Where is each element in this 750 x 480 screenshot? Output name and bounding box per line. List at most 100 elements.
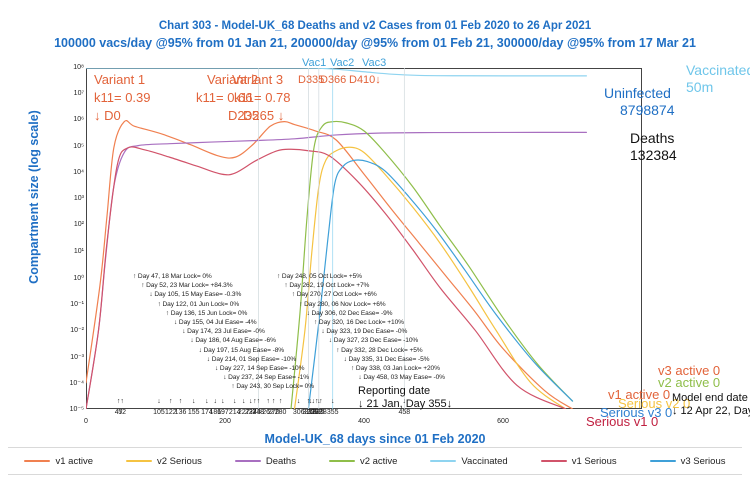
y-axis-ticks: 10⁸ 10⁷ 10⁶ 10⁵ 10⁴ 10³ 10² 10¹ 10⁰ 10⁻¹ 10⁻² 10⁻³ 1…	[58, 60, 85, 420]
series-line-v2-serious	[293, 146, 567, 409]
event-annotation: ↓ Day 327, 23 Dec Ease= -10%	[328, 337, 419, 345]
event-annotation: ↑ Day 320, 16 Dec Lock= +10%	[314, 319, 404, 326]
x-event-day-label: 197	[217, 409, 229, 416]
x-tick-label: 0	[84, 418, 88, 425]
event-annotation: ↓ Day 323, 19 Dec Ease= -0%	[321, 328, 408, 336]
event-annotation: ↓ Day 214, 01 Sep Ease= -10%	[206, 355, 297, 363]
series-line-v3-serious	[307, 159, 574, 409]
v2-active-value: v2 active 0	[658, 375, 721, 390]
chart-legend: v1 active v2 Serious Deaths v2 active Vaccin…	[8, 447, 742, 475]
x-event-arrow: ↑	[120, 398, 124, 405]
legend-swatch	[125, 460, 152, 462]
x-event-arrow: ↓	[308, 398, 313, 405]
event-annotation: ↑ Day 47, 18 Mar Lock= 0%	[133, 273, 212, 280]
x-event-day-label: 280	[274, 409, 287, 416]
vac-1-label: Vac1	[302, 57, 327, 69]
x-event-day-label: 237	[244, 409, 257, 416]
legend-item[interactable]: v3 Serious	[649, 456, 725, 467]
event-annotation: ↓ Day 105, 15 May Ease= -0.3%	[149, 291, 242, 299]
x-event-day-label: 327	[307, 409, 320, 416]
x-event-arrow: ↓	[311, 398, 316, 405]
x-event-day-label: 262	[262, 409, 274, 416]
variant-3-d: D265 ↓	[243, 108, 285, 123]
x-event-arrow: ↑	[266, 398, 270, 405]
variant-1-k: k11= 0.39	[94, 90, 151, 105]
x-event-arrow: ↑	[306, 398, 311, 405]
x-event-day-label: 155	[187, 409, 200, 416]
serious-v3-value: Serious v3 0	[600, 405, 673, 420]
vaccinated-label: Vaccinated	[686, 62, 750, 78]
event-annotation: ↑ Day 270, 27 Oct Lock= +6%	[291, 291, 377, 299]
x-event-day-label: 270	[267, 409, 280, 416]
legend-item[interactable]: Vaccinated	[430, 455, 508, 467]
event-annotation: ↓ Day 197, 15 Aug Ease= -8%	[198, 346, 285, 354]
y-tick-label: 10⁷	[73, 90, 84, 98]
y-tick-label: 10⁶	[73, 116, 84, 124]
x-tick-label: 600	[497, 418, 509, 425]
legend-label: v2 Serious	[156, 455, 202, 467]
x-event-day-label: 323	[304, 409, 317, 416]
x-axis-label: Model-UK_68 days since 01 Feb 2020	[264, 432, 486, 446]
event-annotation: ↑ Day 280, 06 Nov Lock= +6%	[299, 300, 386, 308]
legend-label: v1 active	[55, 455, 93, 467]
y-tick-label: 10⁻⁵	[69, 406, 84, 413]
event-annotation: ↓ Day 306, 02 Dec Ease= -9%	[306, 309, 393, 317]
legend-swatch	[540, 460, 567, 462]
vac-2-label: Vac2	[330, 57, 355, 69]
x-event-arrow: ↓	[157, 398, 161, 405]
variant-2-d: D235	[228, 108, 260, 123]
legend-swatch	[430, 460, 457, 462]
x-event-day-label: 47	[114, 409, 123, 416]
x-event-arrow: ↓	[402, 398, 407, 405]
x-event-day-label: 338	[315, 409, 327, 416]
legend-item[interactable]: v1 Serious	[540, 455, 617, 467]
x-event-day-label: 105	[153, 409, 165, 416]
y-tick-label: 10⁴	[73, 168, 84, 176]
x-tick-label: 400	[358, 418, 370, 425]
uninfected-value: 8798874	[620, 102, 675, 118]
legend-swatch	[24, 460, 51, 462]
legend-label: Vaccinated	[461, 455, 508, 467]
event-annotation: ↑ Day 262, 19 Oct Lock= +7%	[284, 282, 370, 290]
vac-1-day: D335	[298, 74, 325, 86]
uninfected-label: Uninfected	[604, 85, 671, 101]
legend-item[interactable]: v1 active	[24, 456, 93, 467]
event-annotation: ↑ Day 332, 28 Dec Lock= +5%	[336, 346, 423, 354]
x-event-arrow: ↑	[256, 398, 261, 405]
event-annotation: ↑ Day 52, 23 Mar Lock= +84.3%	[141, 282, 233, 290]
x-event-arrow: ↓	[296, 398, 301, 405]
event-annotation: ↑ Day 338, 03 Jan Lock= +20%	[351, 365, 440, 372]
y-tick-label: 10⁻¹	[70, 301, 84, 309]
event-annotation: ↓ Day 174, 23 Jul Ease= -0%	[182, 328, 265, 336]
y-tick-label: 10²	[73, 221, 84, 229]
y-tick-label: 10⁻²	[70, 327, 84, 335]
x-event-arrow: ↓	[317, 398, 321, 405]
reporting-date-value: ↓ 21 Jan, Day 355↓	[358, 398, 453, 410]
series-line-v1-active	[86, 119, 574, 409]
event-annotation: ↓ Day 186, 04 Aug Ease= -6%	[190, 337, 276, 345]
event-annotation: ↓ Day 237, 24 Sep Ease= -1%	[223, 374, 310, 382]
x-event-day-label: 186	[209, 409, 222, 416]
chart-title-line-2: 100000 vacs/day @95% from 01 Jan 21, 200…	[54, 36, 696, 50]
x-event-day-label: 458	[398, 409, 411, 416]
v1-active-value: v1 active 0	[608, 387, 671, 402]
x-event-day-label: 52	[118, 409, 127, 416]
legend-label: Deaths	[265, 455, 296, 467]
legend-item[interactable]: v2 active	[328, 456, 397, 467]
x-tick-label: 200	[219, 418, 231, 425]
series-line-v2-active	[290, 120, 574, 409]
legend-item[interactable]: v2 Serious	[125, 455, 202, 467]
legend-item[interactable]: Deaths	[234, 455, 296, 467]
legend-swatch	[328, 460, 355, 462]
x-event-day-label: 332	[310, 409, 323, 416]
x-event-arrow: ↓	[191, 398, 196, 405]
vac-3-day: D410↓	[349, 74, 381, 86]
x-event-arrow: ↓	[330, 398, 335, 405]
vaccinated-value: 50m	[686, 79, 714, 95]
event-annotation: ↓ Day 227, 14 Sep Ease= -10%	[215, 365, 305, 372]
event-annotation: ↑ Day 122, 01 Jun Lock= 0%	[157, 300, 240, 308]
serious-v1-value: Serious v1 0	[586, 414, 659, 429]
legend-label: v1 Serious	[571, 455, 617, 467]
y-tick-label: 10³	[73, 195, 84, 203]
